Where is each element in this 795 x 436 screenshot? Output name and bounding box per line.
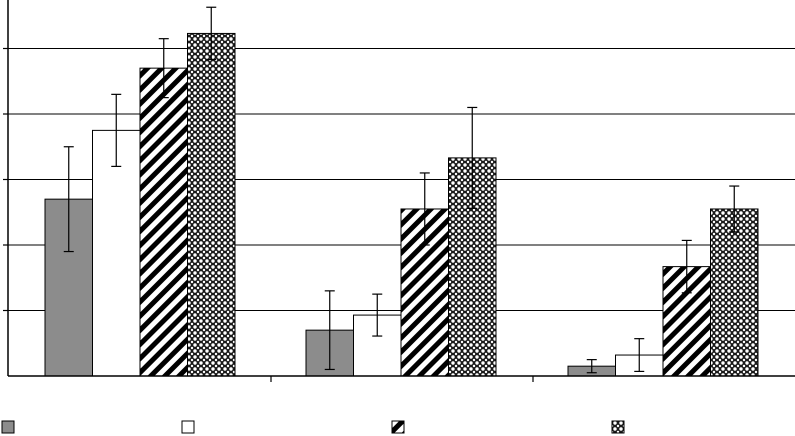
bar-series4-group3 bbox=[710, 208, 759, 377]
error-bars bbox=[63, 6, 740, 374]
legend-swatch-series2 bbox=[181, 420, 195, 434]
legend bbox=[1, 420, 625, 434]
legend-swatch-series1 bbox=[1, 420, 15, 434]
bar-series4-group1 bbox=[187, 32, 236, 377]
axes bbox=[3, 0, 795, 382]
legend-swatch-series4 bbox=[611, 420, 625, 434]
bar-series2-group1 bbox=[92, 129, 141, 377]
bars bbox=[44, 32, 759, 377]
bar-series3-group1 bbox=[139, 67, 188, 377]
legend-swatch-series3 bbox=[391, 420, 405, 434]
